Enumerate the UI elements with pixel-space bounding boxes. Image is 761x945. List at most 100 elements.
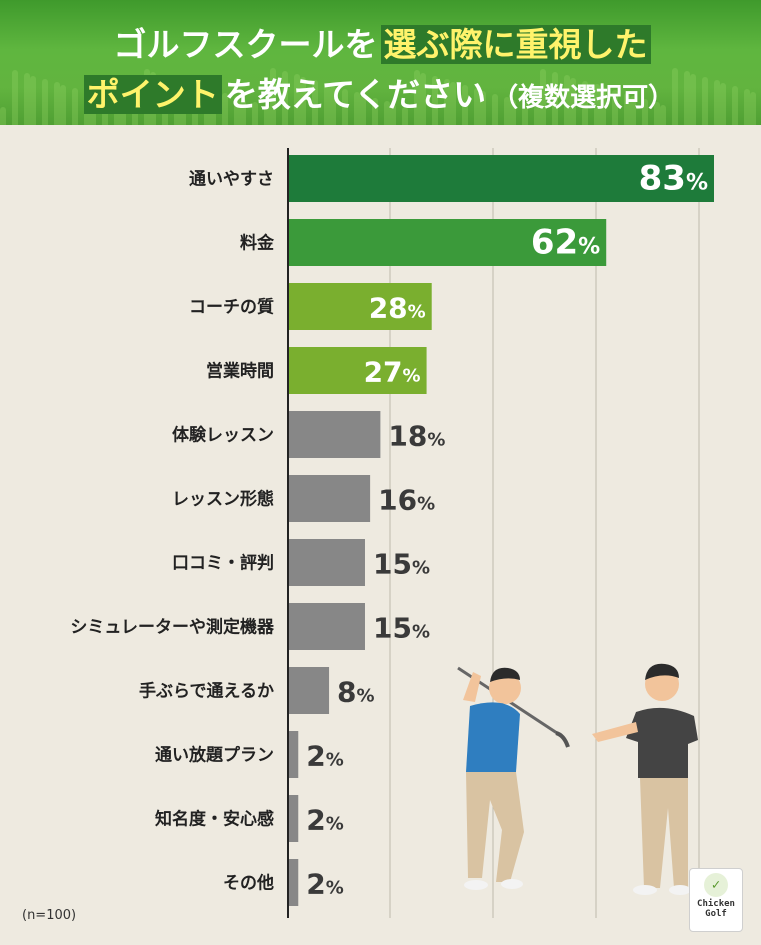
grass-blade (234, 96, 240, 125)
bar (288, 475, 371, 522)
value-suffix: % (412, 622, 430, 643)
category-label: コーチの質 (189, 297, 274, 318)
title-highlight-1: 選ぶ際に重視した (380, 25, 651, 64)
grass-blade (264, 105, 270, 125)
value-label: 16% (378, 484, 435, 517)
value-suffix: % (326, 878, 344, 899)
bar (288, 795, 299, 842)
grass-blade (684, 71, 690, 125)
title-highlight-2: ポイント (83, 75, 222, 114)
bar (288, 603, 365, 650)
title-line-2: ポイント を教えてください （複数選択可） (0, 68, 761, 116)
grass-blade (240, 99, 246, 125)
grass-blade (390, 104, 396, 125)
category-label: レッスン形態 (172, 489, 274, 510)
value-number: 8 (337, 676, 356, 709)
category-label: シミュレーターや測定機器 (70, 617, 275, 638)
grass-blade (222, 93, 228, 125)
value-number: 2 (306, 804, 325, 837)
bars (288, 155, 714, 906)
value-label: 15% (373, 548, 430, 581)
golfer-illustration (457, 666, 570, 890)
value-suffix: % (357, 686, 375, 707)
bar (288, 347, 427, 394)
value-suffix: % (326, 814, 344, 835)
value-suffix: % (326, 750, 344, 771)
grass-blade (690, 74, 696, 125)
value-suffix: % (412, 558, 430, 579)
value-number: 27 (364, 356, 403, 389)
grass-blade (360, 95, 366, 125)
grass-blade (612, 90, 618, 125)
value-label: 18% (388, 420, 445, 453)
grass-blade (312, 80, 318, 125)
grass-blade (132, 106, 138, 125)
grass-blade (300, 77, 306, 125)
value-label: 2% (306, 868, 344, 901)
bar (288, 667, 330, 714)
grass-blade (342, 89, 348, 125)
value-number: 28 (369, 292, 408, 325)
value-suffix: % (417, 494, 435, 515)
logo-line-2: Golf (705, 909, 727, 919)
grass-blade (600, 87, 606, 125)
category-label: 通いやすさ (189, 170, 274, 190)
grass-blade (522, 103, 528, 125)
category-labels: 通いやすさ料金コーチの質営業時間体験レッスンレッスン形態口コミ・評判シミュレータ… (70, 170, 275, 894)
grass-blade (720, 83, 726, 125)
bar (288, 411, 381, 458)
grass-blade (270, 68, 276, 125)
grass-blade (0, 107, 6, 125)
grass-blade (582, 81, 588, 125)
grass-blade (750, 92, 756, 125)
value-label: 2% (306, 740, 344, 773)
value-suffix: % (427, 430, 445, 451)
grass-blade (714, 80, 720, 125)
grass-blade (444, 79, 450, 125)
title-line-1: ゴルフスクールを 選ぶ際に重視した (0, 18, 761, 66)
grass-blade (54, 82, 60, 125)
grass-blade (120, 103, 126, 125)
value-suffix: % (403, 366, 421, 387)
grass-blade (660, 105, 666, 125)
grass-blade (60, 85, 66, 125)
grass-blade (42, 79, 48, 125)
title-plain-2: を教えてください (224, 75, 487, 114)
grass-blade (732, 86, 738, 125)
value-number: 62 (531, 223, 578, 263)
grass-blade (72, 88, 78, 125)
grass-blade (744, 89, 750, 125)
grass-blade (450, 82, 456, 125)
chicken-logo-icon: ✓ (704, 873, 728, 897)
grass-blade (474, 88, 480, 125)
value-number: 83 (639, 159, 686, 199)
grass-blade (492, 94, 498, 125)
grass-blade (384, 101, 390, 125)
value-label: 62% (531, 223, 600, 263)
value-label: 8% (337, 676, 375, 709)
value-suffix: % (578, 235, 600, 260)
grass-blade (570, 78, 576, 125)
grass-blade (432, 76, 438, 125)
category-label: 料金 (240, 233, 275, 254)
grass-blade (564, 75, 570, 125)
value-suffix: % (686, 171, 708, 196)
grass-blade (534, 106, 540, 125)
bar (288, 155, 714, 202)
value-label: 28% (369, 292, 426, 325)
grass-blade (702, 77, 708, 125)
grass-blade (540, 69, 546, 125)
category-label: 営業時間 (206, 361, 274, 382)
value-number: 18 (388, 420, 427, 453)
grass-blade (330, 86, 336, 125)
instructor-illustration (592, 663, 698, 895)
grass-blade (654, 102, 660, 125)
value-label: 83% (639, 159, 708, 199)
value-number: 15 (373, 548, 412, 581)
category-label: 体験レッスン (172, 425, 274, 446)
bar (288, 283, 432, 330)
grass-blade (282, 71, 288, 125)
bar (288, 731, 299, 778)
